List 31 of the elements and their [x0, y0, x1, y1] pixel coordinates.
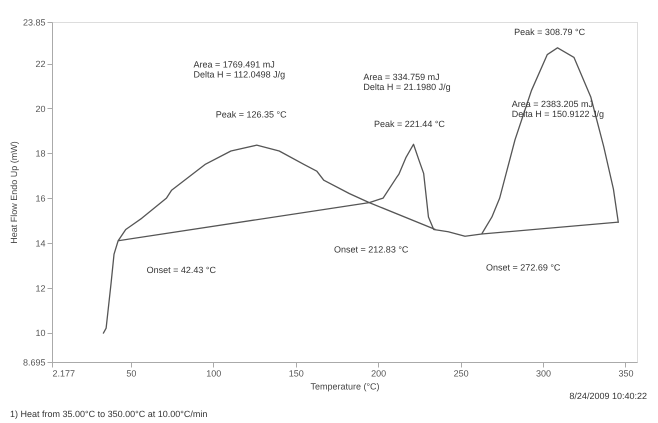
- y-tick-label: 14: [35, 238, 46, 248]
- y-tick-label: 20: [35, 104, 46, 114]
- x-tick-label: 2.177: [52, 368, 76, 378]
- annotation: Peak = 221.44 °C: [374, 119, 446, 130]
- annotation: Onset = 272.69 °C: [486, 262, 561, 273]
- text: 1) Heat from 35.00°C to 350.00°C at 10.00°C/min: [10, 409, 208, 419]
- annotation: Onset = 212.83 °C: [334, 244, 409, 255]
- annotation: Onset = 42.43 °C: [146, 264, 216, 275]
- x-tick-label: 350: [618, 368, 634, 378]
- x-axis-title: Temperature (°C): [310, 382, 380, 392]
- y-tick-label: 16: [35, 194, 46, 204]
- y-tick-label: 18: [35, 148, 46, 159]
- x-tick-label: 250: [454, 368, 469, 378]
- text: 8/24/2009 10:40:22: [569, 391, 647, 401]
- annotation: Peak = 126.35 °C: [216, 109, 288, 120]
- x-tick-label: 150: [288, 368, 304, 378]
- y-tick-label: 10: [35, 328, 46, 338]
- x-tick-label: 100: [206, 368, 222, 378]
- x-tick-label: 200: [371, 368, 386, 378]
- annotation: Delta H = 112.0498 J/g: [193, 70, 286, 80]
- y-tick-label: 23.85: [22, 18, 46, 28]
- y-axis-title: Heat Flow Endo Up (mW): [8, 141, 19, 244]
- y-tick-label: 22: [35, 59, 46, 70]
- annotation: Area = 1769.491 mJ: [193, 60, 275, 70]
- annotation: Area = 334.759 mJ: [363, 72, 440, 82]
- x-tick-label: 50: [126, 368, 136, 378]
- y-tick-label: 8.695: [22, 358, 46, 368]
- annotation: Delta H = 21.1980 J/g: [363, 82, 451, 92]
- y-tick-label: 12: [35, 283, 46, 294]
- annotation: Peak = 308.79 °C: [514, 27, 586, 38]
- x-tick-label: 300: [536, 368, 552, 378]
